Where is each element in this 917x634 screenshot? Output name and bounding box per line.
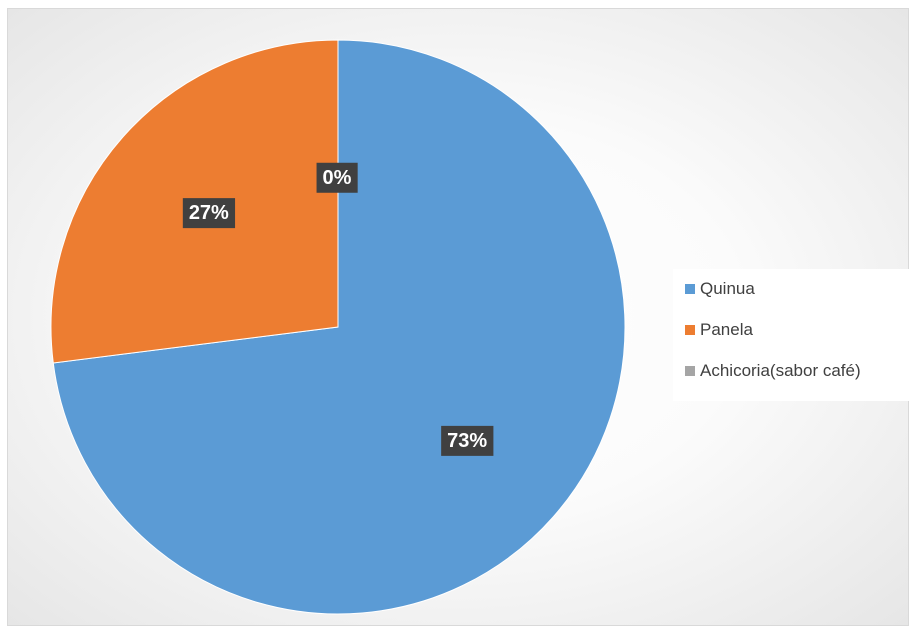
legend-swatch-quinua <box>685 283 695 294</box>
data-label-text-achicoria-sabor-caf: 0% <box>323 167 352 189</box>
chart-area: 73% 27% 0% Quinua Panela Achicoria(sabor c… <box>7 8 910 626</box>
legend-swatch-panela <box>685 324 695 335</box>
legend: Quinua Panela Achicoria(sabor café) <box>673 269 910 401</box>
legend-item-panela: Panela <box>685 319 910 340</box>
data-label-panela: 27% <box>182 198 236 229</box>
data-label-text-panela: 27% <box>189 202 229 224</box>
legend-item-achicoria: Achicoria(sabor café) <box>685 360 910 381</box>
data-label-achicoria-sabor-caf: 0% <box>316 162 358 193</box>
pie-data-labels: 73% 27% 0% <box>182 162 494 456</box>
legend-item-quinua: Quinua <box>685 278 910 299</box>
pie-slice-quinua <box>52 39 626 615</box>
pie-chart: 73% 27% 0% <box>50 39 626 615</box>
pie-slices <box>50 39 626 615</box>
data-label-box-panela <box>182 198 236 229</box>
data-label-quinua: 73% <box>441 425 494 456</box>
data-label-text-quinua: 73% <box>447 430 487 452</box>
legend-label-quinua: Quinua <box>700 278 755 298</box>
legend-swatch-achicoria <box>685 365 695 376</box>
legend-label-achicoria: Achicoria(sabor café) <box>700 360 861 380</box>
legend-label-panela: Panela <box>700 319 753 339</box>
data-label-box-achicoria-sabor-caf <box>316 162 358 193</box>
data-label-box-quinua <box>441 425 494 456</box>
